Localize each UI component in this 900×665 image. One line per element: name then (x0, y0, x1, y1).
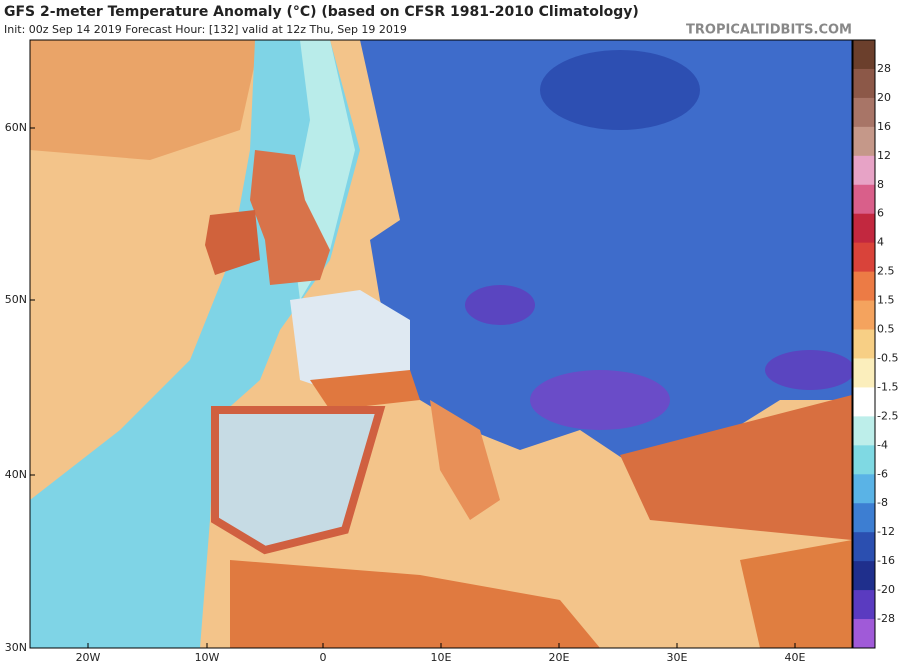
colorbar-label: 4 (877, 236, 884, 249)
latitude-label: 40N (5, 468, 27, 481)
colorbar-segment (853, 387, 875, 417)
colorbar-segment (853, 68, 875, 99)
colorbar: 28 20 16 12 8 6 4 2.5 1.5 0.5 -0.5 -1.5 -2.5 -4 -6 -8 -1… (852, 39, 898, 649)
colorbar-label: -12 (877, 525, 895, 538)
colorbar-label: -6 (877, 467, 888, 480)
title: GFS 2-meter Temperature Anomaly (°C) (ba… (4, 4, 639, 20)
anomaly-region (430, 400, 500, 520)
latitude-label: 60N (5, 121, 27, 134)
colorbar-label: 16 (877, 120, 891, 133)
anomaly-region (360, 40, 852, 470)
anomaly-region (765, 350, 855, 390)
map-area (29, 39, 855, 649)
colorbar-segment (853, 445, 875, 475)
colorbar-label: 0.5 (877, 323, 895, 336)
longitude-label: 10W (195, 651, 220, 664)
watermark: TROPICALTIDBITS.COM (686, 23, 852, 38)
colorbar-segment (853, 474, 875, 504)
anomaly-region (620, 395, 852, 540)
colorbar-frame (852, 39, 876, 649)
colorbar-label: -4 (877, 438, 888, 451)
anomaly-region (465, 285, 535, 325)
colorbar-label: -2.5 (877, 409, 898, 422)
colorbar-segment (853, 184, 875, 215)
anomaly-region (310, 370, 420, 410)
anomaly-region (205, 210, 260, 275)
colorbar-segment (853, 329, 875, 359)
colorbar-segment (853, 40, 875, 70)
colorbar-label: 1.5 (877, 294, 895, 307)
colorbar-segment (853, 532, 875, 562)
subtitle: Init: 00z Sep 14 2019 Forecast Hour: [13… (4, 23, 407, 36)
longitude-label: 40E (785, 651, 806, 664)
colorbar-segment (853, 590, 875, 620)
longitude-label: 0 (320, 651, 327, 664)
colorbar-segment (853, 358, 875, 388)
longitude-label: 30E (667, 651, 688, 664)
colorbar-segment (853, 503, 875, 533)
longitude-label: 10E (431, 651, 452, 664)
colorbar-label: -8 (877, 496, 888, 509)
anomaly-region (30, 40, 260, 160)
colorbar-label: -0.5 (877, 351, 898, 364)
colorbar-segment (853, 126, 875, 157)
colorbar-segment (853, 242, 875, 273)
colorbar-label: 20 (877, 91, 891, 104)
anomaly-region (230, 560, 600, 648)
anomaly-region (250, 150, 330, 285)
colorbar-segment (853, 213, 875, 244)
colorbar-segment (853, 271, 875, 302)
anomaly-region (530, 370, 670, 430)
longitude-label: 20W (76, 651, 101, 664)
colorbar-segment (853, 155, 875, 186)
colorbar-label: 6 (877, 207, 884, 220)
anomaly-region (740, 540, 852, 648)
colorbar-label: 28 (877, 62, 891, 75)
longitude-label: 20E (549, 651, 570, 664)
colorbar-segment (853, 561, 875, 591)
colorbar-label: -1.5 (877, 380, 898, 393)
colorbar-label: 12 (877, 149, 891, 162)
colorbar-segment (853, 300, 875, 331)
colorbar-label: 8 (877, 178, 884, 191)
colorbar-segment (853, 619, 875, 649)
colorbar-label: -28 (877, 612, 895, 625)
anomaly-region (211, 406, 386, 555)
anomaly-region (290, 290, 410, 400)
colorbar-label: 2.5 (877, 265, 895, 278)
latitude-label: 30N (5, 641, 27, 654)
colorbar-segment (853, 416, 875, 446)
axis-labels: 60N 50N 40N 30N 20W 10W 0 10E 20E 30E 40E (5, 121, 806, 664)
colorbar-label: -16 (877, 554, 895, 567)
anomaly-region (540, 50, 700, 130)
colorbar-segment (853, 97, 875, 128)
colorbar-label: -20 (877, 583, 895, 596)
latitude-label: 50N (5, 293, 27, 306)
